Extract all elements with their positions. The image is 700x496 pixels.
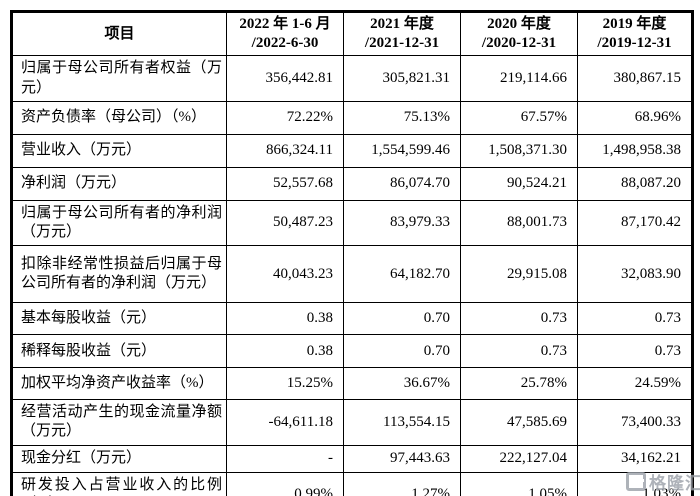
cell-value: 88,087.20	[577, 166, 693, 201]
table-row: 归属于母公司所有者的净利润（万元） 50,487.23 83,979.33 88…	[11, 199, 693, 247]
cell-value: 24.59%	[577, 367, 693, 401]
col-header-line2: /2022-6-30	[251, 35, 319, 52]
cell-value: 356,442.81	[226, 55, 344, 102]
cell-value: 1,498,958.38	[577, 133, 693, 168]
col-header-line1: 2019 年度	[602, 16, 667, 32]
cell-value: 0.73	[577, 334, 693, 369]
cell-value: 83,979.33	[343, 199, 461, 247]
row-label: 资产负债率（母公司）（%）	[11, 100, 227, 135]
cell-value: 0.38	[226, 302, 344, 336]
table-row: 经营活动产生的现金流量净额（万元） -64,611.18 113,554.15 …	[11, 399, 693, 446]
cell-value: 222,127.04	[460, 444, 578, 473]
cell-value: -	[226, 444, 344, 473]
col-header-2022: 2022 年 1-6 月 /2022-6-30	[226, 10, 344, 57]
cell-value: 866,324.11	[226, 133, 344, 168]
cell-value: 47,585.69	[460, 399, 578, 446]
row-label: 现金分红（万元）	[11, 444, 227, 473]
table-row: 净利润（万元） 52,557.68 86,074.70 90,524.21 88…	[11, 166, 693, 201]
cell-value: 113,554.15	[343, 399, 461, 446]
cell-value: -64,611.18	[226, 399, 344, 446]
col-header-line1: 2020 年度	[487, 16, 551, 32]
cell-value: 68.96%	[577, 100, 693, 135]
col-header-line1: 项目	[104, 25, 135, 42]
cell-value: 29,915.08	[460, 245, 578, 304]
cell-value: 40,043.23	[226, 245, 344, 304]
cell-value: 64,182.70	[343, 245, 461, 304]
cell-value: 1,508,371.30	[460, 133, 578, 168]
cell-value: 0.38	[226, 334, 344, 369]
col-header-2021: 2021 年度 /2021-12-31	[343, 10, 461, 57]
row-label: 归属于母公司所有者的净利润（万元）	[11, 199, 227, 247]
cell-value: 67.57%	[460, 100, 578, 135]
cell-value: 0.70	[343, 334, 461, 369]
cell-value: 86,074.70	[343, 166, 461, 201]
table-row: 营业收入（万元） 866,324.11 1,554,599.46 1,508,3…	[11, 133, 693, 168]
col-header-2019: 2019 年度 /2019-12-31	[577, 10, 693, 57]
cell-value: 0.99%	[226, 471, 344, 496]
cell-value: 75.13%	[343, 100, 461, 135]
cell-value: 219,114.66	[460, 55, 578, 102]
row-label: 扣除非经常性损益后归属于母公司所有者的净利润（万元）	[11, 245, 227, 304]
table-row: 加权平均净资产收益率（%） 15.25% 36.67% 25.78% 24.59…	[11, 367, 693, 401]
cell-value: 0.73	[460, 334, 578, 369]
col-header-line1: 2021 年度	[370, 16, 434, 32]
financial-indicators-table: 项目 2022 年 1-6 月 /2022-6-30 2021 年度 /2021…	[10, 10, 694, 496]
row-label: 经营活动产生的现金流量净额（万元）	[11, 399, 227, 446]
col-header-2020: 2020 年度 /2020-12-31	[460, 10, 578, 57]
cell-value: 1.27%	[343, 471, 461, 496]
row-label: 归属于母公司所有者权益（万元）	[11, 55, 227, 102]
cell-value: 87,170.42	[577, 199, 693, 247]
cell-value: 1,554,599.46	[343, 133, 461, 168]
cell-value: 1.05%	[460, 471, 578, 496]
table-row: 资产负债率（母公司）（%） 72.22% 75.13% 67.57% 68.96…	[11, 100, 693, 135]
cell-value: 72.22%	[226, 100, 344, 135]
col-header-line2: /2019-12-31	[597, 35, 672, 52]
table-row: 归属于母公司所有者权益（万元） 356,442.81 305,821.31 21…	[11, 55, 693, 102]
col-header-item: 项目	[11, 10, 227, 57]
cell-value: 88,001.73	[460, 199, 578, 247]
cell-value: 0.73	[577, 302, 693, 336]
row-label: 稀释每股收益（元）	[11, 334, 227, 369]
cell-value: 15.25%	[226, 367, 344, 401]
row-label: 加权平均净资产收益率（%）	[11, 367, 227, 401]
table-row: 扣除非经常性损益后归属于母公司所有者的净利润（万元） 40,043.23 64,…	[11, 245, 693, 304]
row-label: 营业收入（万元）	[11, 133, 227, 168]
cell-value: 32,083.90	[577, 245, 693, 304]
cell-value: 25.78%	[460, 367, 578, 401]
cell-value: 52,557.68	[226, 166, 344, 201]
row-label: 研发投入占营业收入的比例（%）	[11, 471, 227, 496]
cell-value: 0.73	[460, 302, 578, 336]
cell-value: 380,867.15	[577, 55, 693, 102]
cell-value: 34,162.21	[577, 444, 693, 473]
row-label: 净利润（万元）	[11, 166, 227, 201]
cell-value: 0.70	[343, 302, 461, 336]
table-row: 基本每股收益（元） 0.38 0.70 0.73 0.73	[11, 302, 693, 336]
table-row: 稀释每股收益（元） 0.38 0.70 0.73 0.73	[11, 334, 693, 369]
cell-value: 1.03%	[577, 471, 693, 496]
header-row: 项目 2022 年 1-6 月 /2022-6-30 2021 年度 /2021…	[11, 10, 693, 57]
col-header-line2: /2021-12-31	[364, 35, 440, 52]
table-row: 现金分红（万元） - 97,443.63 222,127.04 34,162.2…	[11, 444, 693, 473]
cell-value: 305,821.31	[343, 55, 461, 102]
row-label: 基本每股收益（元）	[11, 302, 227, 336]
cell-value: 97,443.63	[343, 444, 461, 473]
cell-value: 73,400.33	[577, 399, 693, 446]
table-row: 研发投入占营业收入的比例（%） 0.99% 1.27% 1.05% 1.03%	[11, 471, 693, 496]
col-header-line2: /2020-12-31	[481, 35, 557, 52]
cell-value: 36.67%	[343, 367, 461, 401]
cell-value: 90,524.21	[460, 166, 578, 201]
cell-value: 50,487.23	[226, 199, 344, 247]
col-header-line1: 2022 年 1-6 月	[239, 16, 331, 32]
